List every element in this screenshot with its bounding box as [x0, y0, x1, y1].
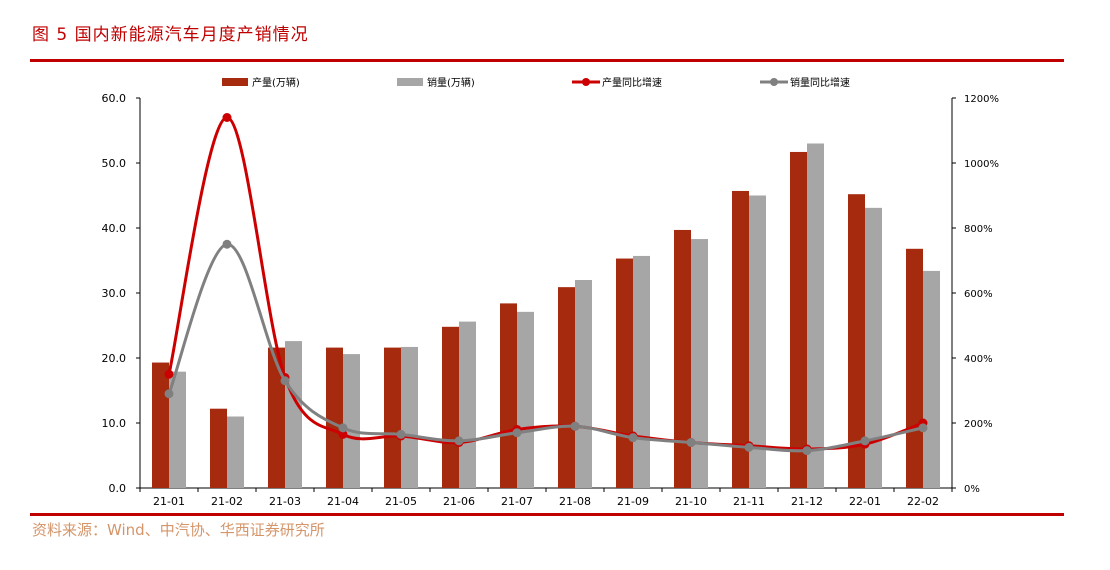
sales-bar	[865, 207, 882, 488]
sales-growth-point	[628, 433, 638, 443]
right-axis-tick-label: 0%	[964, 484, 980, 495]
legend-label: 产量(万辆)	[252, 76, 300, 89]
right-axis-tick-label: 400%	[964, 354, 993, 365]
production-bar	[558, 287, 575, 488]
left-axis-tick-label: 10.0	[102, 417, 127, 430]
production-growth-point	[338, 429, 348, 439]
production-growth-point	[222, 113, 232, 122]
production-bar	[790, 151, 807, 488]
chart-axes: 0.0 10.0 20.0 30.0 40.0 50.0 60.0 0% 200% 400% 600…	[102, 92, 999, 508]
production-bar	[152, 362, 169, 488]
legend-swatch	[397, 78, 423, 86]
right-axis-tick-label: 200%	[964, 419, 993, 430]
sales-bar	[575, 280, 592, 488]
top-divider	[30, 59, 1064, 62]
production-bar	[326, 347, 343, 488]
sales-bar	[923, 270, 940, 488]
sales-growth-point	[802, 446, 812, 456]
sales-growth-point	[512, 428, 522, 438]
sales-growth-point	[338, 423, 348, 433]
sales-bar	[517, 311, 534, 488]
production-bar	[500, 303, 517, 488]
sales-bar	[285, 341, 302, 488]
chart-legend: 产量(万辆) 销量(万辆) 产量同比增速 销量同比增速	[222, 76, 850, 89]
x-axis-tick-label: 21-10	[675, 495, 707, 508]
right-axis-tick-label: 1200%	[964, 94, 999, 105]
legend-label: 产量同比增速	[602, 76, 662, 89]
right-axis-tick-label: 1000%	[964, 159, 999, 170]
legend-marker	[770, 78, 778, 86]
sales-bar	[807, 143, 824, 488]
x-axis-tick-label: 21-08	[559, 495, 591, 508]
sales-bar	[401, 346, 418, 488]
sales-growth-point	[454, 436, 464, 446]
legend-marker	[582, 78, 590, 86]
right-axis-tick-label: 800%	[964, 224, 993, 235]
sales-growth-point	[686, 438, 696, 447]
x-axis-tick-label: 21-07	[501, 495, 533, 508]
sales-growth-point	[280, 376, 290, 386]
x-axis-tick-label: 21-03	[269, 495, 301, 508]
sales-bar	[691, 239, 708, 488]
bar-series	[152, 143, 940, 488]
production-growth-point	[164, 369, 174, 379]
sales-growth-point	[860, 436, 870, 446]
production-bar	[210, 408, 227, 488]
sales-growth-point	[744, 442, 754, 452]
sales-growth-point	[570, 421, 580, 431]
production-bar	[906, 248, 923, 488]
legend-label: 销量同比增速	[790, 76, 850, 89]
x-axis-tick-label: 22-02	[907, 495, 939, 508]
legend-label: 销量(万辆)	[427, 76, 475, 89]
bottom-divider	[30, 513, 1064, 516]
sales-growth-point	[164, 389, 174, 399]
sales-bar	[169, 371, 186, 488]
right-axis-tick-label: 600%	[964, 289, 993, 300]
x-axis-tick-label: 21-05	[385, 495, 417, 508]
production-bar	[616, 258, 633, 488]
x-axis-tick-label: 21-12	[791, 495, 823, 508]
production-bar	[442, 326, 459, 488]
production-bar	[384, 347, 401, 488]
x-axis-tick-label: 21-06	[443, 495, 475, 508]
x-axis-tick-label: 22-01	[849, 495, 881, 508]
left-axis-tick-label: 0.0	[109, 482, 127, 495]
sales-growth-point	[396, 429, 406, 439]
production-bar	[674, 229, 691, 488]
sales-growth-point	[918, 423, 928, 433]
sales-growth-point	[222, 239, 232, 249]
x-axis-tick-label: 21-02	[211, 495, 243, 508]
left-axis-tick-label: 20.0	[102, 352, 127, 365]
sales-bar	[343, 354, 360, 488]
left-axis-tick-label: 40.0	[102, 222, 127, 235]
source-note: 资料来源：Wind、中汽协、华西证券研究所	[32, 521, 325, 539]
production-bar	[732, 190, 749, 488]
legend-swatch	[222, 78, 248, 86]
production-bar	[848, 194, 865, 488]
line-series	[164, 113, 928, 456]
x-axis-tick-label: 21-09	[617, 495, 649, 508]
left-axis-tick-label: 60.0	[102, 92, 127, 105]
x-axis-tick-label: 21-11	[733, 495, 765, 508]
x-axis-tick-label: 21-04	[327, 495, 359, 508]
figure-title: 图 5 国内新能源汽车月度产销情况	[32, 25, 309, 45]
left-axis-tick-label: 30.0	[102, 287, 127, 300]
sales-bar	[749, 195, 766, 488]
sales-bar	[633, 255, 650, 488]
sales-bar	[227, 416, 244, 488]
left-axis-tick-label: 50.0	[102, 157, 127, 170]
sales-bar	[459, 321, 476, 488]
x-axis-tick-label: 21-01	[153, 495, 185, 508]
production-bar	[268, 347, 285, 488]
